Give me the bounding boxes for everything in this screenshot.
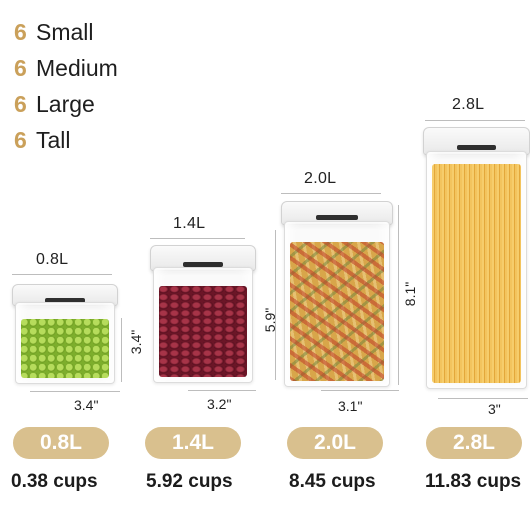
beans-contents bbox=[159, 286, 247, 377]
container-body bbox=[284, 221, 390, 387]
capacity-label-small: 0.8L bbox=[36, 251, 69, 268]
legend-item-tall: 6 Tall bbox=[14, 122, 118, 158]
capacity-label-tall: 2.8L bbox=[452, 96, 485, 113]
capacity-badge-small: 0.8L bbox=[13, 427, 109, 459]
width-guide-line bbox=[438, 398, 528, 399]
capacity-badge-medium: 1.4L bbox=[145, 427, 241, 459]
width-label-tall: 3" bbox=[488, 401, 501, 417]
capacity-badge-large: 2.0L bbox=[287, 427, 383, 459]
height-guide-line bbox=[275, 230, 276, 380]
pasta-contents bbox=[290, 242, 384, 381]
size-legend: 6 Small 6 Medium 6 Large 6 Tall bbox=[14, 14, 118, 158]
legend-item-small: 6 Small bbox=[14, 14, 118, 50]
width-guide-line bbox=[188, 390, 256, 391]
width-label-small: 3.4" bbox=[74, 397, 99, 413]
height-guide-line bbox=[398, 205, 399, 385]
width-label-medium: 3.2" bbox=[207, 396, 232, 412]
height-label-large: 5.9" bbox=[262, 307, 279, 333]
container-tall bbox=[423, 127, 530, 389]
container-medium bbox=[150, 245, 256, 383]
height-guide-line bbox=[121, 318, 122, 382]
legend-label: Small bbox=[36, 18, 94, 45]
capacity-label-medium: 1.4L bbox=[173, 215, 206, 232]
container-body bbox=[153, 267, 253, 383]
width-guide-line bbox=[321, 390, 399, 391]
height-label-tall: 8.1" bbox=[402, 281, 419, 307]
legend-item-medium: 6 Medium bbox=[14, 50, 118, 86]
capacity-guide-line bbox=[425, 120, 525, 121]
width-label-large: 3.1" bbox=[338, 398, 363, 414]
legend-label: Large bbox=[36, 90, 95, 117]
cups-label-small: 0.38 cups bbox=[11, 471, 98, 492]
height-label-small: 3.4" bbox=[128, 329, 145, 355]
legend-count: 6 bbox=[14, 90, 27, 117]
width-guide-line bbox=[30, 391, 120, 392]
legend-label: Medium bbox=[36, 54, 118, 81]
cups-label-medium: 5.92 cups bbox=[146, 471, 233, 492]
peas-contents bbox=[21, 319, 109, 378]
legend-label: Tall bbox=[36, 126, 71, 153]
cups-label-tall: 11.83 cups bbox=[425, 471, 522, 492]
capacity-guide-line bbox=[150, 238, 245, 239]
capacity-guide-line bbox=[281, 193, 381, 194]
container-body bbox=[15, 302, 115, 384]
cups-label-large: 8.45 cups bbox=[289, 471, 376, 492]
legend-count: 6 bbox=[14, 126, 27, 153]
legend-item-large: 6 Large bbox=[14, 86, 118, 122]
container-large bbox=[281, 201, 393, 387]
container-body bbox=[426, 151, 527, 389]
capacity-label-large: 2.0L bbox=[304, 170, 337, 187]
capacity-badge-tall: 2.8L bbox=[426, 427, 522, 459]
spaghetti-contents bbox=[432, 164, 521, 383]
legend-count: 6 bbox=[14, 18, 27, 45]
container-small bbox=[12, 284, 118, 384]
capacity-guide-line bbox=[12, 274, 112, 275]
legend-count: 6 bbox=[14, 54, 27, 81]
container-lid bbox=[150, 245, 256, 271]
